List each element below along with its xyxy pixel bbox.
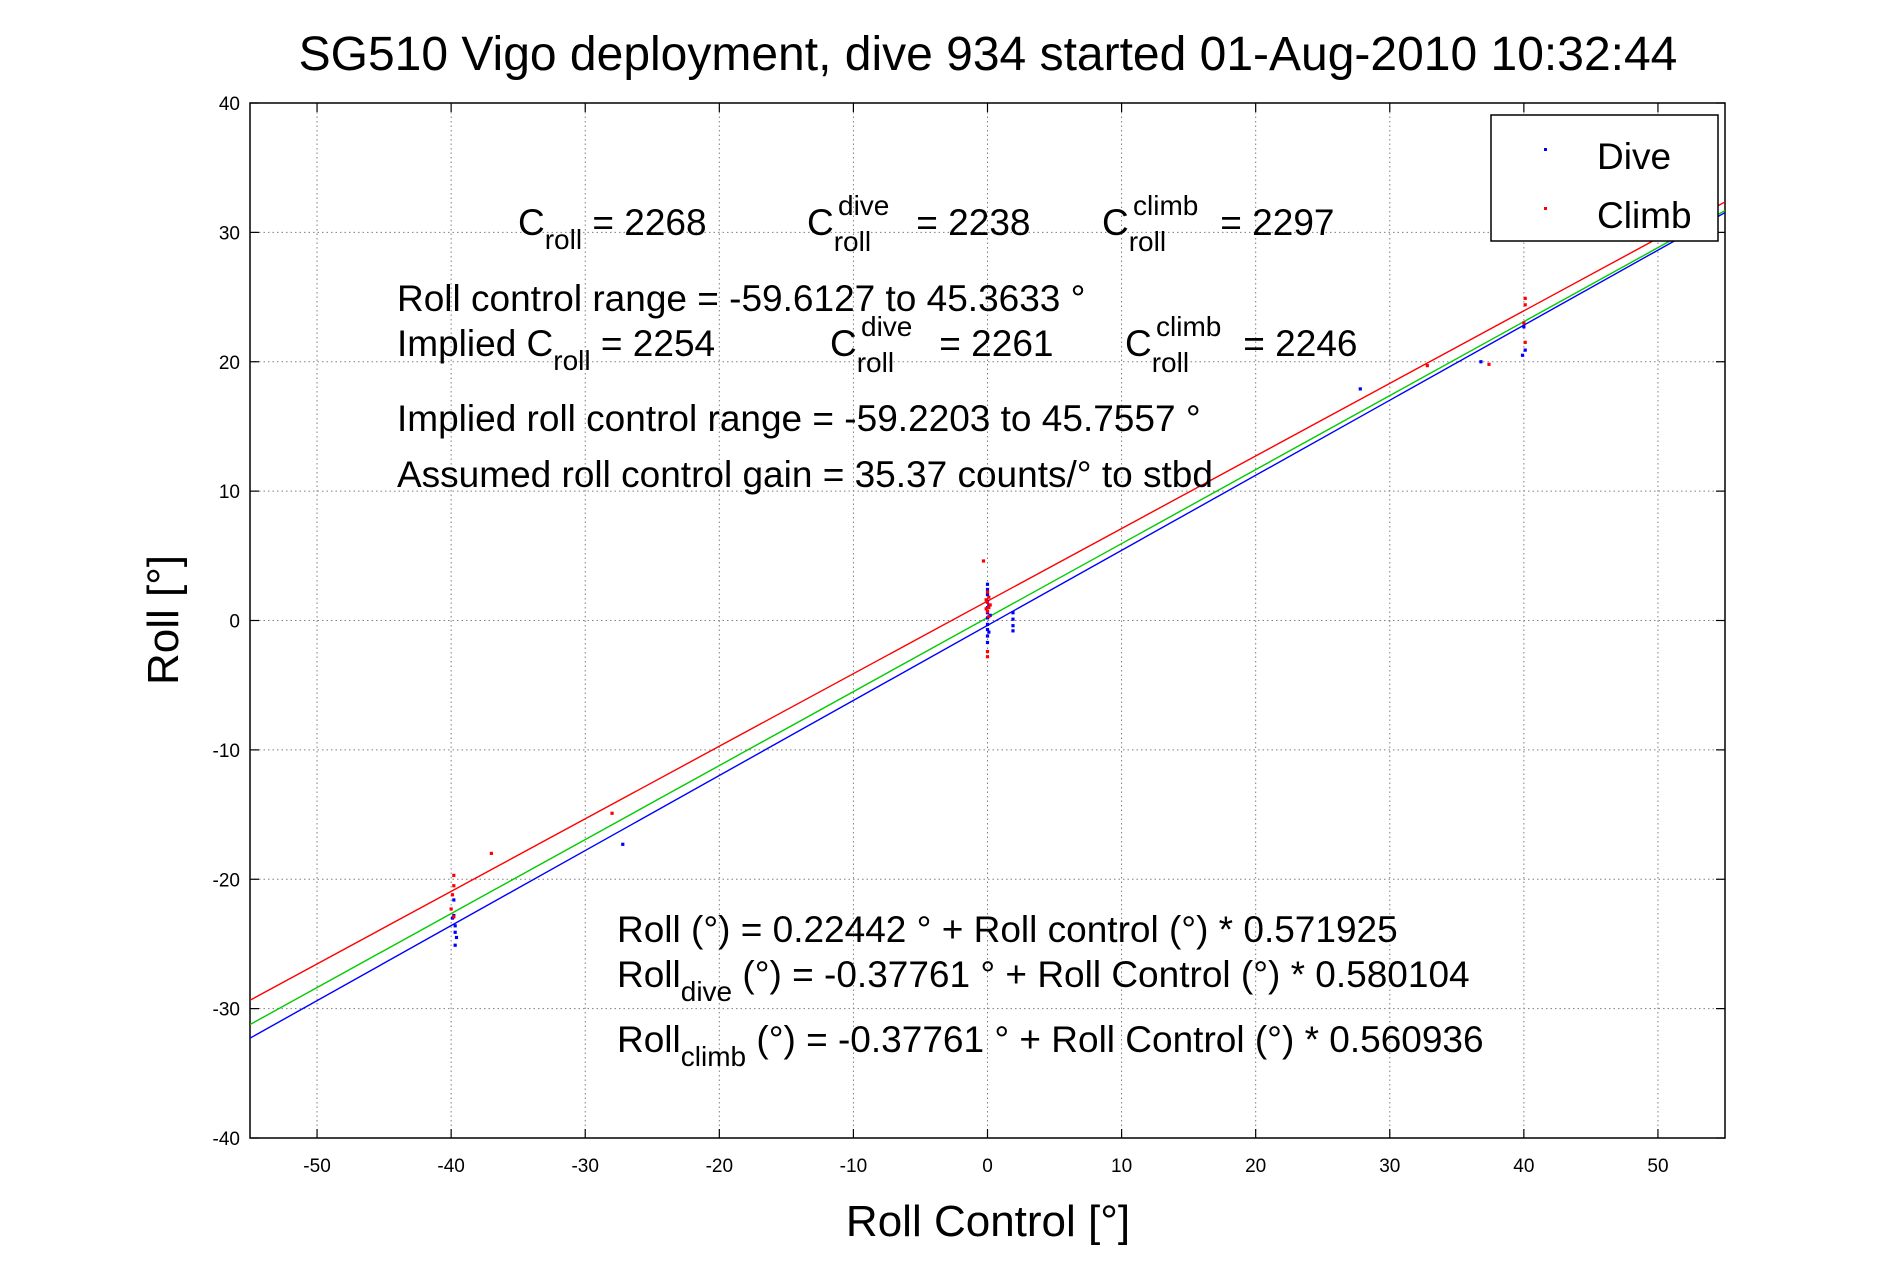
data-point (1487, 362, 1491, 366)
x-tick-label: 30 (1379, 1156, 1400, 1177)
data-point (1011, 617, 1015, 621)
data-point (453, 924, 457, 928)
data-point (1011, 624, 1015, 628)
legend-marker-dive (1544, 148, 1547, 151)
legend: Dive Climb (1490, 114, 1719, 242)
data-point (985, 649, 990, 654)
y-tick-label: -30 (213, 1000, 240, 1021)
data-point (1523, 340, 1527, 344)
data-point (987, 615, 991, 619)
legend-box (1490, 114, 1719, 242)
y-tick-label: 30 (219, 223, 240, 244)
implied-c-roll-value: 2254 (633, 323, 715, 364)
data-point (1358, 387, 1362, 391)
data-point (1523, 296, 1527, 300)
data-point (985, 590, 990, 594)
data-point (987, 605, 991, 610)
x-tick-label: 10 (1111, 1156, 1132, 1177)
data-point (985, 627, 990, 632)
data-point (1011, 629, 1015, 633)
y-axis-label: Roll [°] (139, 555, 188, 685)
c-roll-dive-value: 2238 (948, 202, 1030, 243)
data-point (988, 603, 992, 607)
grid-lines (250, 103, 1725, 1138)
x-tick-label: -20 (706, 1156, 733, 1177)
y-tick-label: 40 (219, 94, 240, 115)
data-point (985, 640, 990, 645)
y-tick-label: -10 (213, 741, 240, 762)
data-point (489, 851, 493, 855)
implied-c-roll-climb-value: 2246 (1275, 323, 1357, 364)
y-tick-label: 20 (219, 353, 240, 374)
data-points (449, 296, 1527, 947)
y-tick-label: 10 (219, 482, 240, 503)
x-axis-label: Roll Control [°] (846, 1197, 1130, 1246)
data-point (1522, 321, 1526, 325)
data-point (1520, 353, 1525, 357)
axis-ticks: -50 -40 -30 -20 -10 0 10 20 30 40 50 -40 -30 -20 -10 0 1… (213, 94, 1725, 1177)
data-point (610, 811, 614, 815)
x-tick-label: 40 (1513, 1156, 1534, 1177)
data-point (985, 634, 990, 638)
x-tick-label: 20 (1245, 1156, 1266, 1177)
legend-label-dive: Dive (1597, 136, 1671, 177)
data-point (984, 598, 988, 602)
x-tick-label: 0 (982, 1156, 993, 1177)
data-point (452, 898, 456, 902)
data-point (1522, 325, 1526, 329)
y-tick-label: -40 (213, 1129, 240, 1150)
data-point (987, 595, 991, 599)
data-point (449, 907, 453, 911)
data-point (984, 607, 988, 611)
data-point (1479, 360, 1483, 364)
legend-label-climb: Climb (1597, 195, 1692, 236)
data-point (450, 893, 455, 897)
data-point (985, 593, 990, 597)
data-point (981, 559, 986, 563)
data-point (452, 915, 456, 919)
annotation-roll-control-range: Roll control range = -59.6127 to 45.3633… (397, 278, 1085, 319)
data-point (1523, 303, 1527, 307)
x-tick-label: 50 (1647, 1156, 1668, 1177)
implied-c-roll-dive-value: 2261 (971, 323, 1053, 364)
data-point (985, 587, 990, 592)
x-tick-label: -40 (437, 1156, 464, 1177)
data-point (452, 873, 456, 877)
data-point (454, 935, 459, 940)
legend-marker-climb (1544, 207, 1547, 210)
data-point (1425, 364, 1429, 368)
x-tick-label: -10 (840, 1156, 867, 1177)
data-point (987, 630, 991, 634)
data-point (621, 842, 625, 846)
data-point (1523, 348, 1527, 352)
chart-title: SG510 Vigo deployment, dive 934 started … (299, 28, 1678, 81)
data-point (453, 930, 457, 934)
c-roll-value: 2268 (624, 202, 706, 243)
data-point (453, 943, 457, 947)
data-point (985, 609, 990, 614)
x-tick-label: -50 (303, 1156, 330, 1177)
annotation-eq-roll: Roll (°) = 0.22442 ° + Roll control (°) … (617, 909, 1398, 950)
c-roll-climb-value: 2297 (1252, 202, 1334, 243)
data-point (452, 884, 456, 888)
data-point (985, 655, 990, 659)
y-tick-label: -20 (213, 870, 240, 891)
x-tick-label: -30 (571, 1156, 598, 1177)
data-point (985, 582, 990, 586)
data-point (985, 622, 990, 626)
data-point (1011, 611, 1015, 615)
data-point (985, 600, 990, 604)
annotation-implied-range: Implied roll control range = -59.2203 to… (397, 398, 1201, 439)
annotation-gain: Assumed roll control gain = 35.37 counts… (397, 454, 1213, 495)
y-tick-label: 0 (229, 612, 240, 633)
